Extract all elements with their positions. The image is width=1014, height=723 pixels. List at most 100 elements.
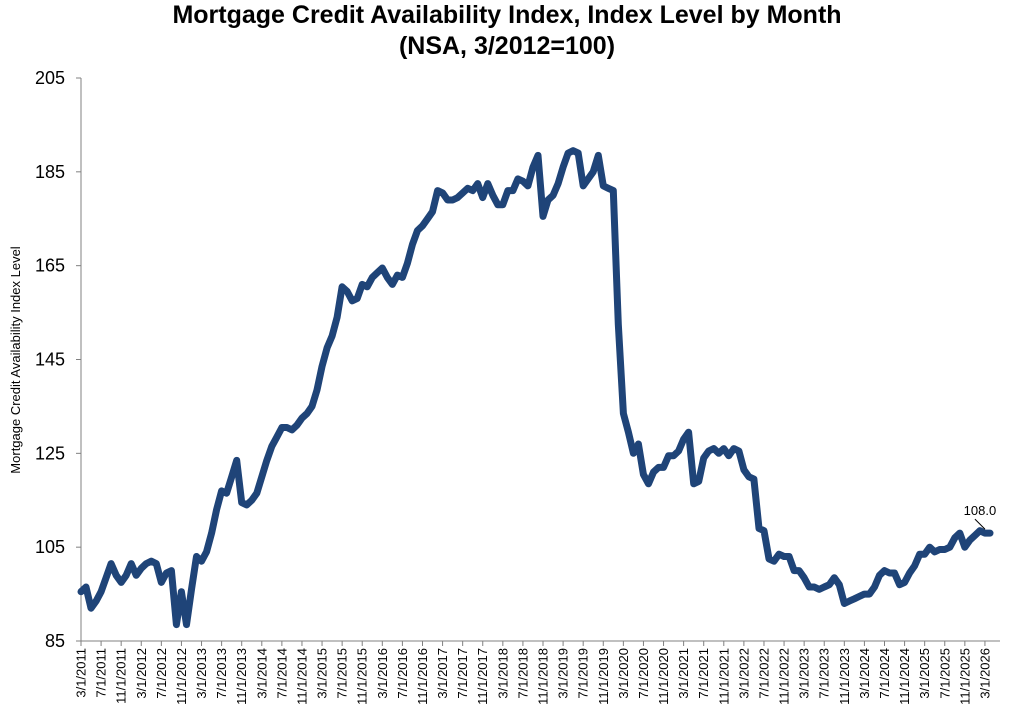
data-point xyxy=(984,532,986,534)
x-tick-label: 3/1/2016 xyxy=(375,648,390,699)
chart-title: Mortgage Credit Availability Index, Inde… xyxy=(172,1,842,29)
data-point xyxy=(306,413,308,414)
data-point xyxy=(517,178,519,180)
data-point xyxy=(90,607,92,609)
data-point xyxy=(874,586,875,588)
data-point xyxy=(316,389,318,391)
y-tick-label: 85 xyxy=(45,631,65,651)
data-point xyxy=(336,316,338,318)
data-point xyxy=(949,546,951,548)
x-tick-label: 7/1/2011 xyxy=(94,648,109,698)
data-point xyxy=(457,197,459,199)
data-point xyxy=(899,584,901,586)
data-point xyxy=(125,574,127,576)
data-point xyxy=(803,577,805,579)
data-point xyxy=(241,502,243,504)
data-point xyxy=(889,572,890,574)
x-tick-label: 11/1/2017 xyxy=(475,648,490,705)
data-point xyxy=(396,274,398,276)
x-tick-label: 11/1/2016 xyxy=(415,648,430,705)
data-point xyxy=(939,549,941,550)
annotation-label: 108.0 xyxy=(964,503,997,518)
data-point xyxy=(477,183,479,185)
x-tick-label: 7/1/2015 xyxy=(335,648,350,699)
data-point xyxy=(642,473,644,475)
data-point xyxy=(808,586,810,588)
data-point xyxy=(366,286,368,288)
data-point xyxy=(371,276,373,278)
data-point xyxy=(381,267,383,269)
data-point xyxy=(989,532,991,534)
data-point xyxy=(406,262,408,264)
data-point xyxy=(909,572,911,574)
data-point xyxy=(833,577,835,579)
data-point xyxy=(135,574,137,576)
data-point xyxy=(713,448,715,450)
data-point xyxy=(813,586,815,588)
annotation-leader xyxy=(974,518,986,530)
data-point xyxy=(331,335,333,337)
data-point xyxy=(658,466,659,468)
x-tick-label: 7/1/2019 xyxy=(576,648,591,699)
data-point xyxy=(497,204,499,206)
data-point xyxy=(693,483,695,485)
data-point xyxy=(542,215,544,217)
data-point xyxy=(85,586,87,588)
data-point xyxy=(723,448,725,450)
data-point xyxy=(673,455,675,457)
data-point xyxy=(175,624,177,626)
x-tick-label: 3/1/2023 xyxy=(797,648,812,699)
data-point xyxy=(140,567,142,569)
data-point xyxy=(467,187,469,189)
data-point xyxy=(979,530,981,532)
x-tick-label: 3/1/2022 xyxy=(736,648,751,699)
data-point xyxy=(507,190,509,192)
data-point xyxy=(863,593,865,595)
y-axis-ticks: 85 105 125 145 165 185 205 xyxy=(35,68,81,651)
data-point xyxy=(597,154,599,156)
y-tick-label: 105 xyxy=(35,537,65,557)
chart-title-block: Mortgage Credit Availability Index, Inde… xyxy=(0,0,1014,62)
data-point xyxy=(929,546,931,548)
data-point xyxy=(437,190,439,192)
data-point xyxy=(567,152,569,154)
data-point xyxy=(492,194,494,196)
data-point xyxy=(341,286,343,288)
x-tick-label: 3/1/2017 xyxy=(435,648,450,699)
data-point xyxy=(447,199,449,201)
data-point xyxy=(627,431,629,433)
data-point xyxy=(763,530,765,532)
x-tick-label: 3/1/2020 xyxy=(616,648,631,699)
data-point xyxy=(411,244,413,246)
data-point xyxy=(100,591,102,593)
chart-subtitle: (NSA, 3/2012=100) xyxy=(398,32,616,60)
data-point xyxy=(788,556,790,557)
data-point xyxy=(733,448,735,450)
data-point xyxy=(462,192,464,194)
data-point xyxy=(256,492,258,494)
data-point xyxy=(105,577,107,579)
data-point xyxy=(818,588,820,590)
data-point xyxy=(356,298,358,299)
y-tick-label: 145 xyxy=(35,350,65,370)
x-tick-label: 3/1/2024 xyxy=(857,648,872,699)
x-tick-label: 11/1/2018 xyxy=(536,648,551,705)
y-tick-label: 165 xyxy=(35,256,65,276)
data-point xyxy=(868,593,870,595)
x-tick-label: 3/1/2025 xyxy=(917,648,932,699)
x-tick-label: 7/1/2012 xyxy=(154,648,169,699)
data-point xyxy=(236,459,238,461)
data-point xyxy=(346,291,348,292)
data-point xyxy=(904,581,906,583)
y-tick-label: 125 xyxy=(35,443,65,463)
data-point xyxy=(924,553,926,555)
data-point xyxy=(653,471,654,473)
data-point xyxy=(191,588,192,590)
data-point xyxy=(155,563,157,565)
data-point xyxy=(974,534,976,536)
x-tick-label: 7/1/2020 xyxy=(636,648,651,699)
x-tick-label: 7/1/2023 xyxy=(817,648,832,699)
data-point xyxy=(472,190,474,192)
data-point xyxy=(281,427,283,428)
data-point xyxy=(708,450,710,452)
